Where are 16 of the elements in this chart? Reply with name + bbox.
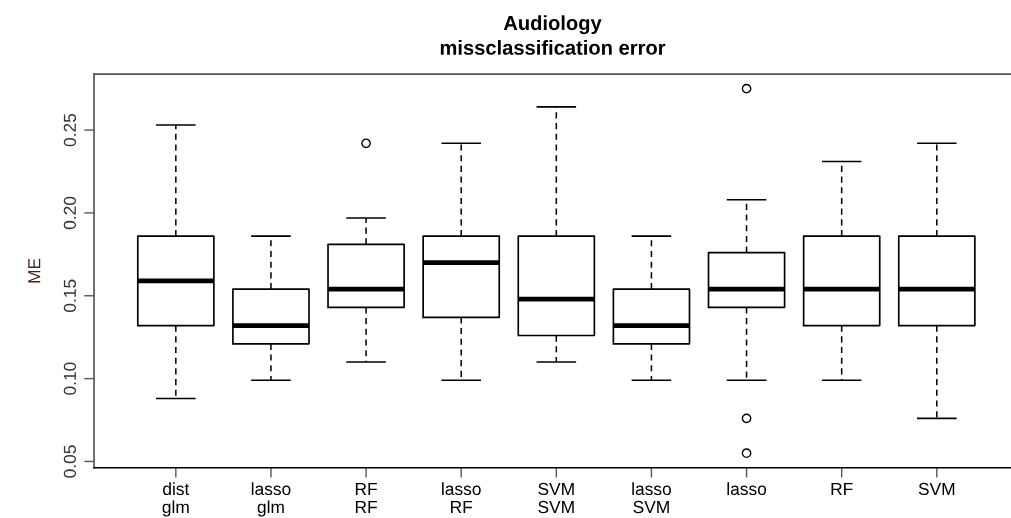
x-tick-label: RF xyxy=(831,482,853,495)
x-tick-label: lasso RF xyxy=(442,482,481,513)
y-tick-label: 0.20 xyxy=(63,196,77,230)
y-tick-label: 0.25 xyxy=(63,113,77,147)
x-tick-label: lasso xyxy=(727,482,767,496)
y-tick-label: 0.05 xyxy=(63,445,77,478)
x-tick-label: dist glm xyxy=(162,482,190,517)
y-axis-title: ME xyxy=(28,258,41,283)
chart-title: Audiology missclassification error xyxy=(440,15,666,55)
x-tick-label: RF RF xyxy=(355,482,377,513)
y-tick-label: 0.10 xyxy=(63,362,77,395)
x-tick-label: SVM SVM xyxy=(538,482,574,514)
x-tick-label: lasso SVM xyxy=(632,482,671,514)
x-tick-label: lasso glm xyxy=(251,482,291,517)
y-tick-label: 0.15 xyxy=(63,279,77,312)
x-tick-label: SVM xyxy=(918,482,955,496)
